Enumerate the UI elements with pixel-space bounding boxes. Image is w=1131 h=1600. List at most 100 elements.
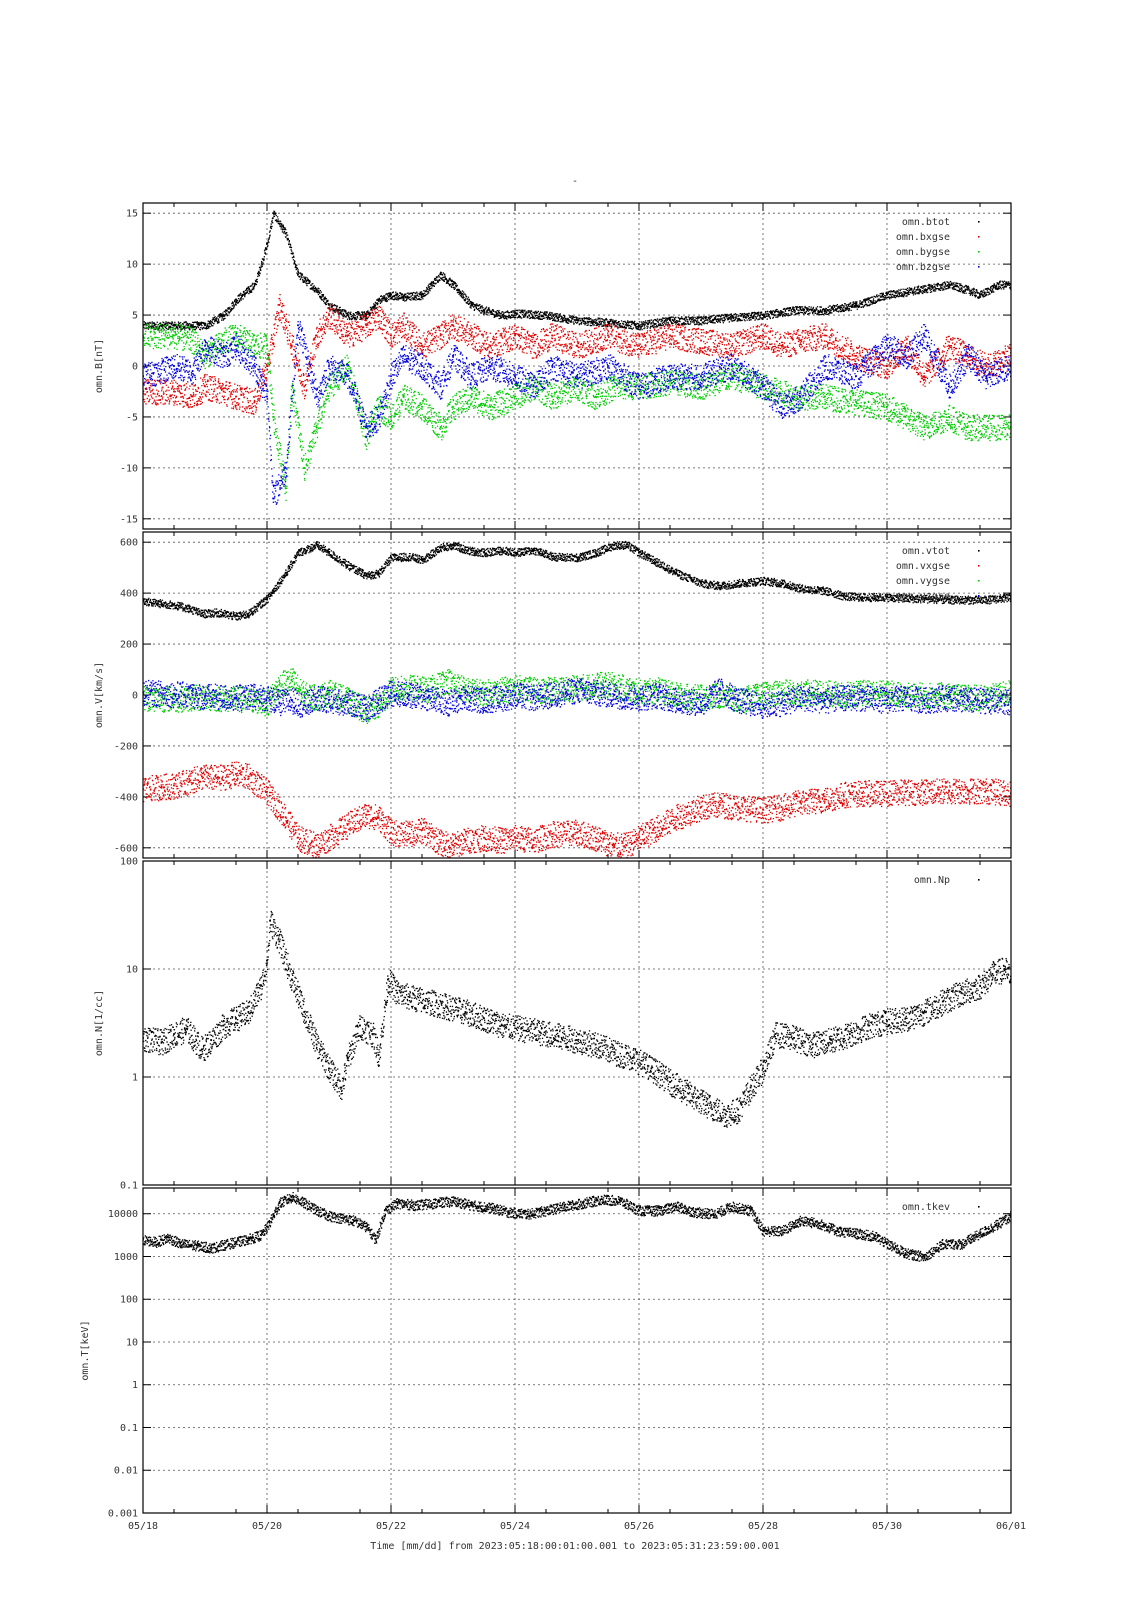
data-point	[222, 354, 225, 357]
data-point	[941, 1242, 944, 1245]
data-point	[421, 365, 423, 367]
series-omn-btot	[143, 210, 1011, 331]
data-point	[731, 365, 733, 367]
data-point	[538, 1031, 541, 1034]
data-point	[799, 691, 802, 694]
data-point	[303, 694, 306, 696]
data-point	[656, 1209, 659, 1212]
data-point	[762, 334, 764, 337]
data-point	[470, 303, 473, 306]
data-point	[731, 375, 733, 378]
data-point	[483, 309, 485, 311]
data-point	[966, 426, 969, 429]
data-point	[700, 339, 702, 342]
data-point	[780, 311, 783, 313]
y-tick-label: 400	[120, 589, 138, 600]
y-tick-label: -5	[126, 412, 138, 423]
data-point	[222, 339, 225, 342]
y-tick-label: 1	[132, 1073, 138, 1084]
data-point	[700, 375, 702, 378]
data-point	[470, 1204, 473, 1206]
legend-swatch	[978, 1206, 980, 1208]
data-point	[886, 1020, 888, 1022]
data-point	[737, 1108, 740, 1111]
data-point	[948, 283, 950, 286]
data-point	[235, 298, 237, 301]
data-point	[173, 1033, 175, 1035]
data-point	[718, 694, 721, 696]
data-point	[532, 689, 535, 691]
data-point	[210, 1246, 213, 1249]
legend-swatch	[978, 550, 980, 552]
data-point	[842, 694, 845, 696]
data-point	[396, 1201, 399, 1204]
y-tick-label: 0	[132, 362, 138, 373]
data-point	[266, 959, 268, 962]
data-point	[421, 405, 423, 408]
data-point	[365, 709, 368, 712]
data-point	[445, 678, 448, 681]
data-point	[266, 344, 268, 347]
data-point	[439, 334, 442, 337]
data-point	[377, 314, 380, 316]
data-point	[328, 385, 330, 388]
series-scatter	[143, 540, 1011, 621]
data-point	[470, 375, 473, 378]
y-tick-label: 0	[132, 691, 138, 702]
data-point	[185, 1027, 188, 1030]
y-tick-label: 10	[126, 965, 138, 976]
data-point	[923, 597, 926, 600]
data-point	[613, 683, 616, 686]
x-tick-label: 05/20	[252, 1521, 282, 1532]
data-point	[1003, 968, 1006, 970]
x-tick-label: 05/24	[500, 1521, 530, 1532]
data-point	[625, 543, 628, 546]
data-point	[235, 1017, 237, 1020]
data-point	[247, 1011, 250, 1013]
data-point	[613, 694, 616, 696]
data-point	[297, 836, 299, 839]
panel-T: 10000 1000 100 10 1 0.1 0.01 0.001 omn.T[keV] omn…	[80, 1187, 1012, 1520]
data-point	[749, 1086, 752, 1089]
data-point	[700, 319, 702, 322]
data-point	[985, 365, 988, 367]
y-tick-label: 5	[132, 311, 138, 322]
data-point	[278, 683, 281, 686]
data-point	[197, 1244, 200, 1247]
y-tick-label: 0.001	[108, 1509, 138, 1520]
data-point	[520, 1027, 523, 1030]
data-point	[253, 699, 256, 701]
data-point	[762, 704, 764, 707]
legend-swatch	[978, 879, 980, 881]
legend-swatch	[978, 565, 980, 567]
y-tick-label: -600	[114, 843, 138, 854]
series-scatter	[143, 910, 1011, 1128]
y-tick-label: 0.1	[120, 1181, 138, 1192]
series-scatter	[143, 1192, 1011, 1262]
data-point	[948, 696, 950, 699]
data-point	[315, 1043, 318, 1046]
data-point	[284, 487, 287, 490]
y-tick-label: -10	[120, 463, 138, 474]
legend-swatch	[978, 595, 980, 597]
data-point	[948, 344, 950, 347]
data-point	[731, 344, 733, 347]
data-point	[278, 701, 281, 704]
data-point	[855, 303, 857, 306]
data-point	[396, 992, 399, 994]
series-scatter	[143, 323, 1011, 501]
data-point	[188, 780, 191, 783]
data-point	[638, 344, 640, 347]
data-point	[886, 1242, 888, 1245]
data-point	[173, 784, 175, 787]
data-point	[886, 691, 888, 694]
data-point	[824, 334, 826, 337]
data-point	[514, 334, 516, 337]
y-axis-title: omn.B[nT]	[94, 339, 105, 393]
data-point	[551, 832, 554, 835]
plot-title: -	[572, 176, 578, 187]
data-point	[266, 395, 268, 398]
series-scatter	[143, 761, 1011, 858]
data-point	[861, 691, 864, 694]
data-point	[483, 1017, 485, 1020]
